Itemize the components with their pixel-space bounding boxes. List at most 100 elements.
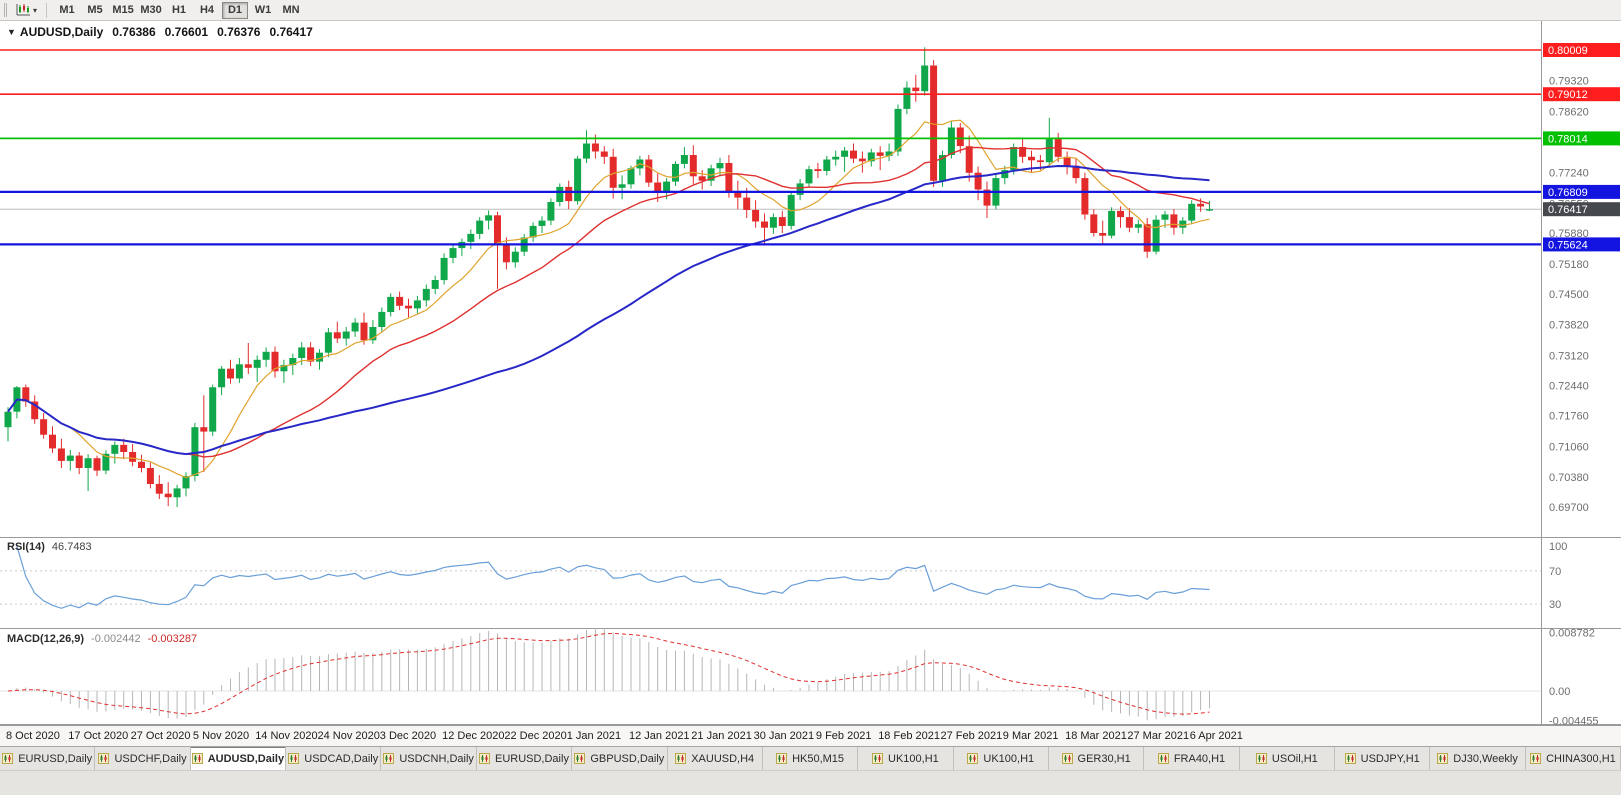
timeframe-button-d1[interactable]: D1 bbox=[222, 1, 249, 19]
date-label: 12 Jan 2021 bbox=[629, 730, 690, 742]
price-axis[interactable] bbox=[1541, 21, 1621, 725]
chart-tab-icon bbox=[478, 753, 490, 764]
macd-main-value: -0.002442 bbox=[91, 633, 141, 645]
chart-title: ▼ AUDUSD,Daily 0.76386 0.76601 0.76376 0.7641… bbox=[7, 25, 313, 39]
svg-text:0.76809: 0.76809 bbox=[1548, 187, 1588, 199]
timeframe-button-m5[interactable]: M5 bbox=[82, 2, 108, 19]
svg-text:0.73820: 0.73820 bbox=[1549, 319, 1589, 331]
chart-tab-audusd-daily[interactable]: AUDUSD,Daily bbox=[190, 747, 287, 770]
chart-tab-uk100-h1[interactable]: UK100,H1 bbox=[858, 747, 954, 770]
chart-tab-hk50-m15[interactable]: HK50,M15 bbox=[762, 747, 859, 770]
chart-tab-china300-h1[interactable]: CHINA300,H1 bbox=[1525, 747, 1621, 770]
chart-tab-label: XAUUSD,H4 bbox=[691, 752, 755, 765]
chart-tab-icon bbox=[1255, 753, 1267, 764]
chart-tab-ger30-h1[interactable]: GER30,H1 bbox=[1048, 747, 1145, 770]
chart-background bbox=[0, 21, 1621, 725]
svg-text:0.71060: 0.71060 bbox=[1549, 442, 1589, 454]
chart-tab-icon bbox=[675, 753, 687, 764]
rsi-line bbox=[16, 545, 1210, 609]
chart-tab-label: GBPUSD,Daily bbox=[590, 752, 665, 765]
svg-text:0.008782: 0.008782 bbox=[1549, 628, 1595, 640]
symbol-menu-icon[interactable]: ▼ bbox=[7, 27, 16, 37]
chart-tab-label: CHINA300,H1 bbox=[1546, 752, 1616, 765]
macd-name: MACD(12,26,9) bbox=[7, 633, 85, 645]
chart-tab-usdcad-daily[interactable]: USDCAD,Daily bbox=[286, 747, 382, 770]
svg-text:0.70380: 0.70380 bbox=[1549, 472, 1589, 484]
date-label: 9 Feb 2021 bbox=[815, 730, 872, 742]
chart-tab-uk100-h1[interactable]: UK100,H1 bbox=[953, 747, 1049, 770]
svg-text:0.79320: 0.79320 bbox=[1549, 76, 1589, 88]
chart-tab-usdcnh-daily[interactable]: USDCNH,Daily bbox=[381, 747, 477, 770]
chart-tab-icon bbox=[872, 753, 884, 764]
date-label: 27 Feb 2021 bbox=[940, 730, 1003, 742]
chart-tab-label: DJ30,Weekly bbox=[1453, 752, 1518, 765]
timeframe-button-mn[interactable]: MN bbox=[278, 2, 304, 19]
price-axis-ticks: 0.793200.786200.779400.772400.765500.758… bbox=[1549, 76, 1589, 515]
chart-tab-icon bbox=[191, 753, 203, 764]
line-price-label: 0.80009 bbox=[1543, 43, 1620, 57]
rsi-name: RSI(14) bbox=[7, 541, 45, 553]
chart-tab-xauusd-h4[interactable]: XAUUSD,H4 bbox=[667, 747, 763, 770]
svg-text:0.78014: 0.78014 bbox=[1548, 133, 1588, 145]
date-label: 5 Nov 2020 bbox=[192, 730, 250, 742]
chart-tab-icon bbox=[383, 753, 395, 764]
svg-text:0.77240: 0.77240 bbox=[1549, 168, 1589, 180]
chart-tab-icon bbox=[1157, 753, 1169, 764]
toolbar-separator bbox=[46, 2, 48, 18]
timeframe-button-m1[interactable]: M1 bbox=[54, 2, 80, 19]
current-price-label: 0.76417 bbox=[1543, 202, 1620, 217]
chart-tab-label: HK50,M15 bbox=[792, 752, 845, 765]
macd-signal-value: -0.003287 bbox=[147, 633, 198, 645]
svg-text:0.75180: 0.75180 bbox=[1549, 259, 1589, 271]
timeframe-button-m15[interactable]: M15 bbox=[110, 2, 136, 19]
svg-text:0.76417: 0.76417 bbox=[1548, 204, 1588, 216]
chart-tab-usdchf-daily[interactable]: USDCHF,Daily bbox=[95, 747, 191, 770]
svg-text:0.00: 0.00 bbox=[1549, 686, 1570, 698]
chart-tab-eurusd-daily[interactable]: EURUSD,Daily bbox=[0, 747, 96, 770]
date-label: 17 Oct 2020 bbox=[68, 730, 129, 742]
chart-tab-label: USDCHF,Daily bbox=[114, 752, 187, 765]
chart-tab-icon bbox=[1061, 753, 1073, 764]
date-label: 14 Nov 2020 bbox=[255, 730, 318, 742]
line-price-label: 0.78014 bbox=[1543, 131, 1620, 146]
candlestick-chart-icon[interactable] bbox=[14, 1, 33, 19]
chart-tab-usdjpy-h1[interactable]: USDJPY,H1 bbox=[1335, 747, 1431, 770]
chart-tab-label: GER30,H1 bbox=[1077, 752, 1131, 765]
chart-tab-fra40-h1[interactable]: FRA40,H1 bbox=[1144, 747, 1240, 770]
timeframe-button-m30[interactable]: M30 bbox=[138, 2, 164, 19]
svg-text:0.72440: 0.72440 bbox=[1549, 381, 1589, 393]
chart-tabs-bar: EURUSD,Daily USDCHF,Daily AUDUSD,Daily USDC… bbox=[0, 746, 1621, 770]
chart-tab-usoil-h1[interactable]: USOil,H1 bbox=[1239, 747, 1336, 770]
line-price-label: 0.76809 bbox=[1543, 184, 1620, 199]
chart-tab-icon bbox=[1530, 753, 1542, 764]
chart-tab-gbpusd-daily[interactable]: GBPUSD,Daily bbox=[572, 747, 668, 770]
svg-text:0.79012: 0.79012 bbox=[1548, 89, 1588, 101]
timeframe-button-h1[interactable]: H1 bbox=[166, 2, 192, 19]
date-label: 12 Dec 2020 bbox=[442, 730, 505, 742]
rsi-value: 46.7483 bbox=[51, 541, 92, 553]
chart-tab-eurusd-daily[interactable]: EURUSD,Daily bbox=[476, 747, 573, 770]
date-label: 24 Nov 2020 bbox=[317, 730, 380, 742]
chart-tab-dj30-weekly[interactable]: DJ30,Weekly bbox=[1430, 747, 1526, 770]
line-price-label: 0.79012 bbox=[1543, 87, 1620, 102]
ma-mid-line bbox=[7, 146, 1210, 458]
time-axis[interactable]: 8 Oct 2020 17 Oct 2020 27 Oct 2020 5 Nov 20… bbox=[0, 725, 1621, 746]
ma-slow-line bbox=[7, 164, 1210, 456]
timeframe-button-h4[interactable]: H4 bbox=[194, 2, 220, 19]
candles-layer bbox=[4, 47, 1213, 507]
chart-type-dropdown-icon[interactable]: ▾ bbox=[33, 5, 38, 15]
date-label: 6 Apr 2021 bbox=[1189, 730, 1243, 742]
toolbar-grip[interactable] bbox=[4, 3, 10, 17]
timeframe-button-w1[interactable]: W1 bbox=[250, 2, 276, 19]
svg-text:-0.004455: -0.004455 bbox=[1549, 716, 1599, 725]
chart-tab-label: UK100,H1 bbox=[983, 752, 1035, 765]
chart-canvas[interactable]: 0.793200.786200.779400.772400.765500.758… bbox=[0, 21, 1621, 725]
chart-tab-label: USDCAD,Daily bbox=[304, 752, 379, 765]
chart-tab-icon bbox=[2, 753, 14, 764]
chart-tab-icon bbox=[1437, 753, 1449, 764]
svg-text:0.75624: 0.75624 bbox=[1548, 239, 1588, 251]
date-label: 3 Dec 2020 bbox=[379, 730, 437, 742]
chart-tab-icon bbox=[98, 753, 110, 764]
chart-tab-icon bbox=[574, 753, 586, 764]
